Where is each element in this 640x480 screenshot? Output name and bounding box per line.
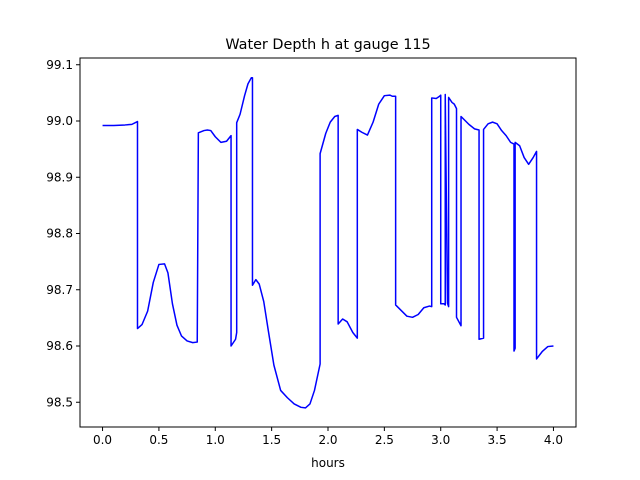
y-tick-label: 98.6 [46, 339, 73, 353]
x-tick-label: 2.5 [375, 433, 394, 447]
plot-area [80, 58, 576, 427]
x-axis-label: hours [311, 456, 345, 470]
x-tick-label: 2.0 [318, 433, 337, 447]
x-tick-label: 3.5 [488, 433, 507, 447]
y-tick-label: 98.7 [46, 283, 73, 297]
x-tick-label: 3.0 [431, 433, 450, 447]
x-tick-label: 0.5 [149, 433, 168, 447]
y-tick-label: 98.9 [46, 170, 73, 184]
y-axis: 98.5 98.6 98.7 98.8 98.9 99.0 99.1 [46, 58, 80, 409]
y-tick-label: 99.1 [46, 58, 73, 72]
x-tick-label: 4.0 [544, 433, 563, 447]
y-tick-label: 98.5 [46, 395, 73, 409]
y-tick-label: 99.0 [46, 114, 73, 128]
x-tick-label: 1.0 [206, 433, 225, 447]
series-line-0 [102, 76, 554, 409]
x-tick-label: 0.0 [93, 433, 112, 447]
series-layer [102, 76, 554, 409]
x-tick-label: 1.5 [262, 433, 281, 447]
y-tick-label: 98.8 [46, 227, 73, 241]
chart-title: Water Depth h at gauge 115 [225, 37, 430, 53]
x-axis: 0.0 0.5 1.0 1.5 2.0 2.5 3.0 3.5 4.0 [93, 427, 563, 447]
